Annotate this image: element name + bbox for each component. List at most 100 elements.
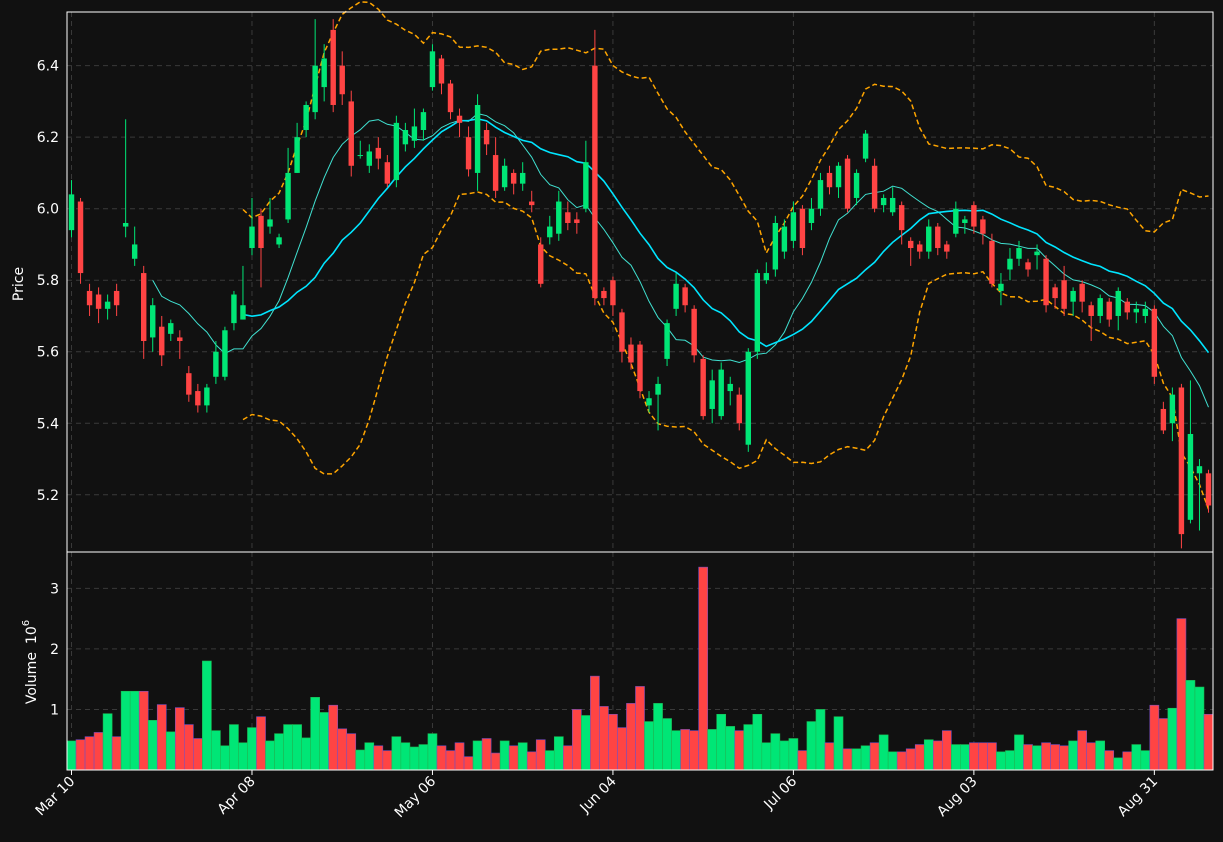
candle-body <box>231 294 237 324</box>
candle-body <box>637 344 643 392</box>
candle-body <box>953 208 959 234</box>
volume-bar <box>174 707 185 771</box>
volume-bar <box>671 730 681 771</box>
volume-bar <box>617 727 627 771</box>
volume-bar <box>887 751 898 771</box>
candle-body <box>989 240 995 284</box>
volume-axis-label: Volume 106 <box>21 620 40 704</box>
candle-body <box>718 369 724 417</box>
volume-bar <box>463 756 474 771</box>
candle-body <box>1124 301 1130 313</box>
candle-body <box>122 222 129 227</box>
candle-body <box>366 151 372 166</box>
candle-body <box>177 337 183 342</box>
volume-bar <box>1149 704 1160 771</box>
candle-body <box>1133 308 1140 313</box>
volume-bar <box>238 742 248 771</box>
volume-bar <box>138 690 149 771</box>
candle-body <box>908 240 914 249</box>
volume-bar <box>932 740 943 771</box>
volume-bar <box>1059 745 1069 771</box>
candle-body <box>222 330 228 377</box>
candle-body <box>835 165 842 188</box>
volume-bar <box>689 730 699 771</box>
volume-bar <box>66 740 77 771</box>
candle-body <box>619 312 625 352</box>
upper-band-line <box>242 1 1209 255</box>
volume-bar <box>156 704 167 771</box>
volume-bar <box>111 736 122 771</box>
candle-body <box>962 219 968 223</box>
candle-body <box>817 180 824 209</box>
volume-bar <box>499 740 510 771</box>
volume-bar <box>454 742 465 771</box>
overlay-lines <box>152 1 1210 510</box>
volume-bar <box>734 730 745 771</box>
candle-body <box>736 394 742 424</box>
volume-bar <box>608 713 618 771</box>
candle-body <box>213 351 219 377</box>
candle-body <box>610 280 616 306</box>
candle-body <box>483 130 490 145</box>
volume-bar <box>1194 686 1205 771</box>
volume-bar <box>914 744 925 771</box>
candle-body <box>628 344 634 363</box>
candle-body <box>871 165 878 209</box>
candle-body <box>456 115 463 123</box>
candle-body <box>763 273 770 281</box>
candle-body <box>1061 280 1067 309</box>
candle-body <box>1025 262 1031 270</box>
candle-body <box>312 65 318 113</box>
volume-bar <box>761 742 772 771</box>
price-tick-label: 5.2 <box>37 488 59 504</box>
volume-bar <box>960 744 970 771</box>
candle-body <box>1142 308 1149 316</box>
candle-body <box>240 305 246 320</box>
candle-body <box>303 104 309 131</box>
candle-body <box>862 133 869 159</box>
volume-bar <box>202 660 212 771</box>
candle-body <box>186 373 192 395</box>
volume-bar <box>923 739 934 771</box>
price-tick-label: 5.8 <box>37 273 59 289</box>
volume-bar <box>969 742 979 771</box>
volume-bar <box>707 729 718 771</box>
candle-body <box>889 197 896 213</box>
volume-bar <box>626 703 636 771</box>
volume-bars <box>66 566 1214 771</box>
candle-body <box>664 323 670 359</box>
volume-bar <box>328 704 339 771</box>
candle-body <box>501 165 508 188</box>
volume-bar <box>1041 742 1051 771</box>
candle-body <box>68 194 75 231</box>
candle-body <box>682 287 688 306</box>
candle-body <box>519 172 526 184</box>
volume-bar <box>1122 751 1133 771</box>
candle-body <box>276 237 282 245</box>
candle-body <box>402 130 409 145</box>
sma-fast-line <box>152 113 1209 408</box>
volume-bar <box>770 733 781 771</box>
volume-bar <box>1005 750 1015 771</box>
volume-panel-frame <box>66 551 1214 771</box>
volume-bar <box>581 715 591 771</box>
volume-bar <box>382 750 393 771</box>
volume-bar <box>472 740 483 771</box>
candle-body <box>492 155 499 191</box>
candle-body <box>1187 433 1194 520</box>
candle-body <box>447 83 454 113</box>
volume-bar <box>436 745 447 771</box>
volume-bar <box>860 745 871 771</box>
candle-body <box>1043 258 1049 306</box>
volume-bar <box>256 716 266 771</box>
volume-bar <box>896 751 907 771</box>
volume-bar <box>644 721 654 771</box>
volume-bar <box>418 744 429 771</box>
volume-bar <box>184 724 194 771</box>
candle-body <box>411 126 418 141</box>
candle-body <box>565 212 571 223</box>
volume-bar <box>1131 744 1142 771</box>
volume-bar <box>878 734 889 771</box>
volume-bar <box>1167 707 1178 771</box>
volume-axis-exponent-base: 10 <box>24 626 40 644</box>
